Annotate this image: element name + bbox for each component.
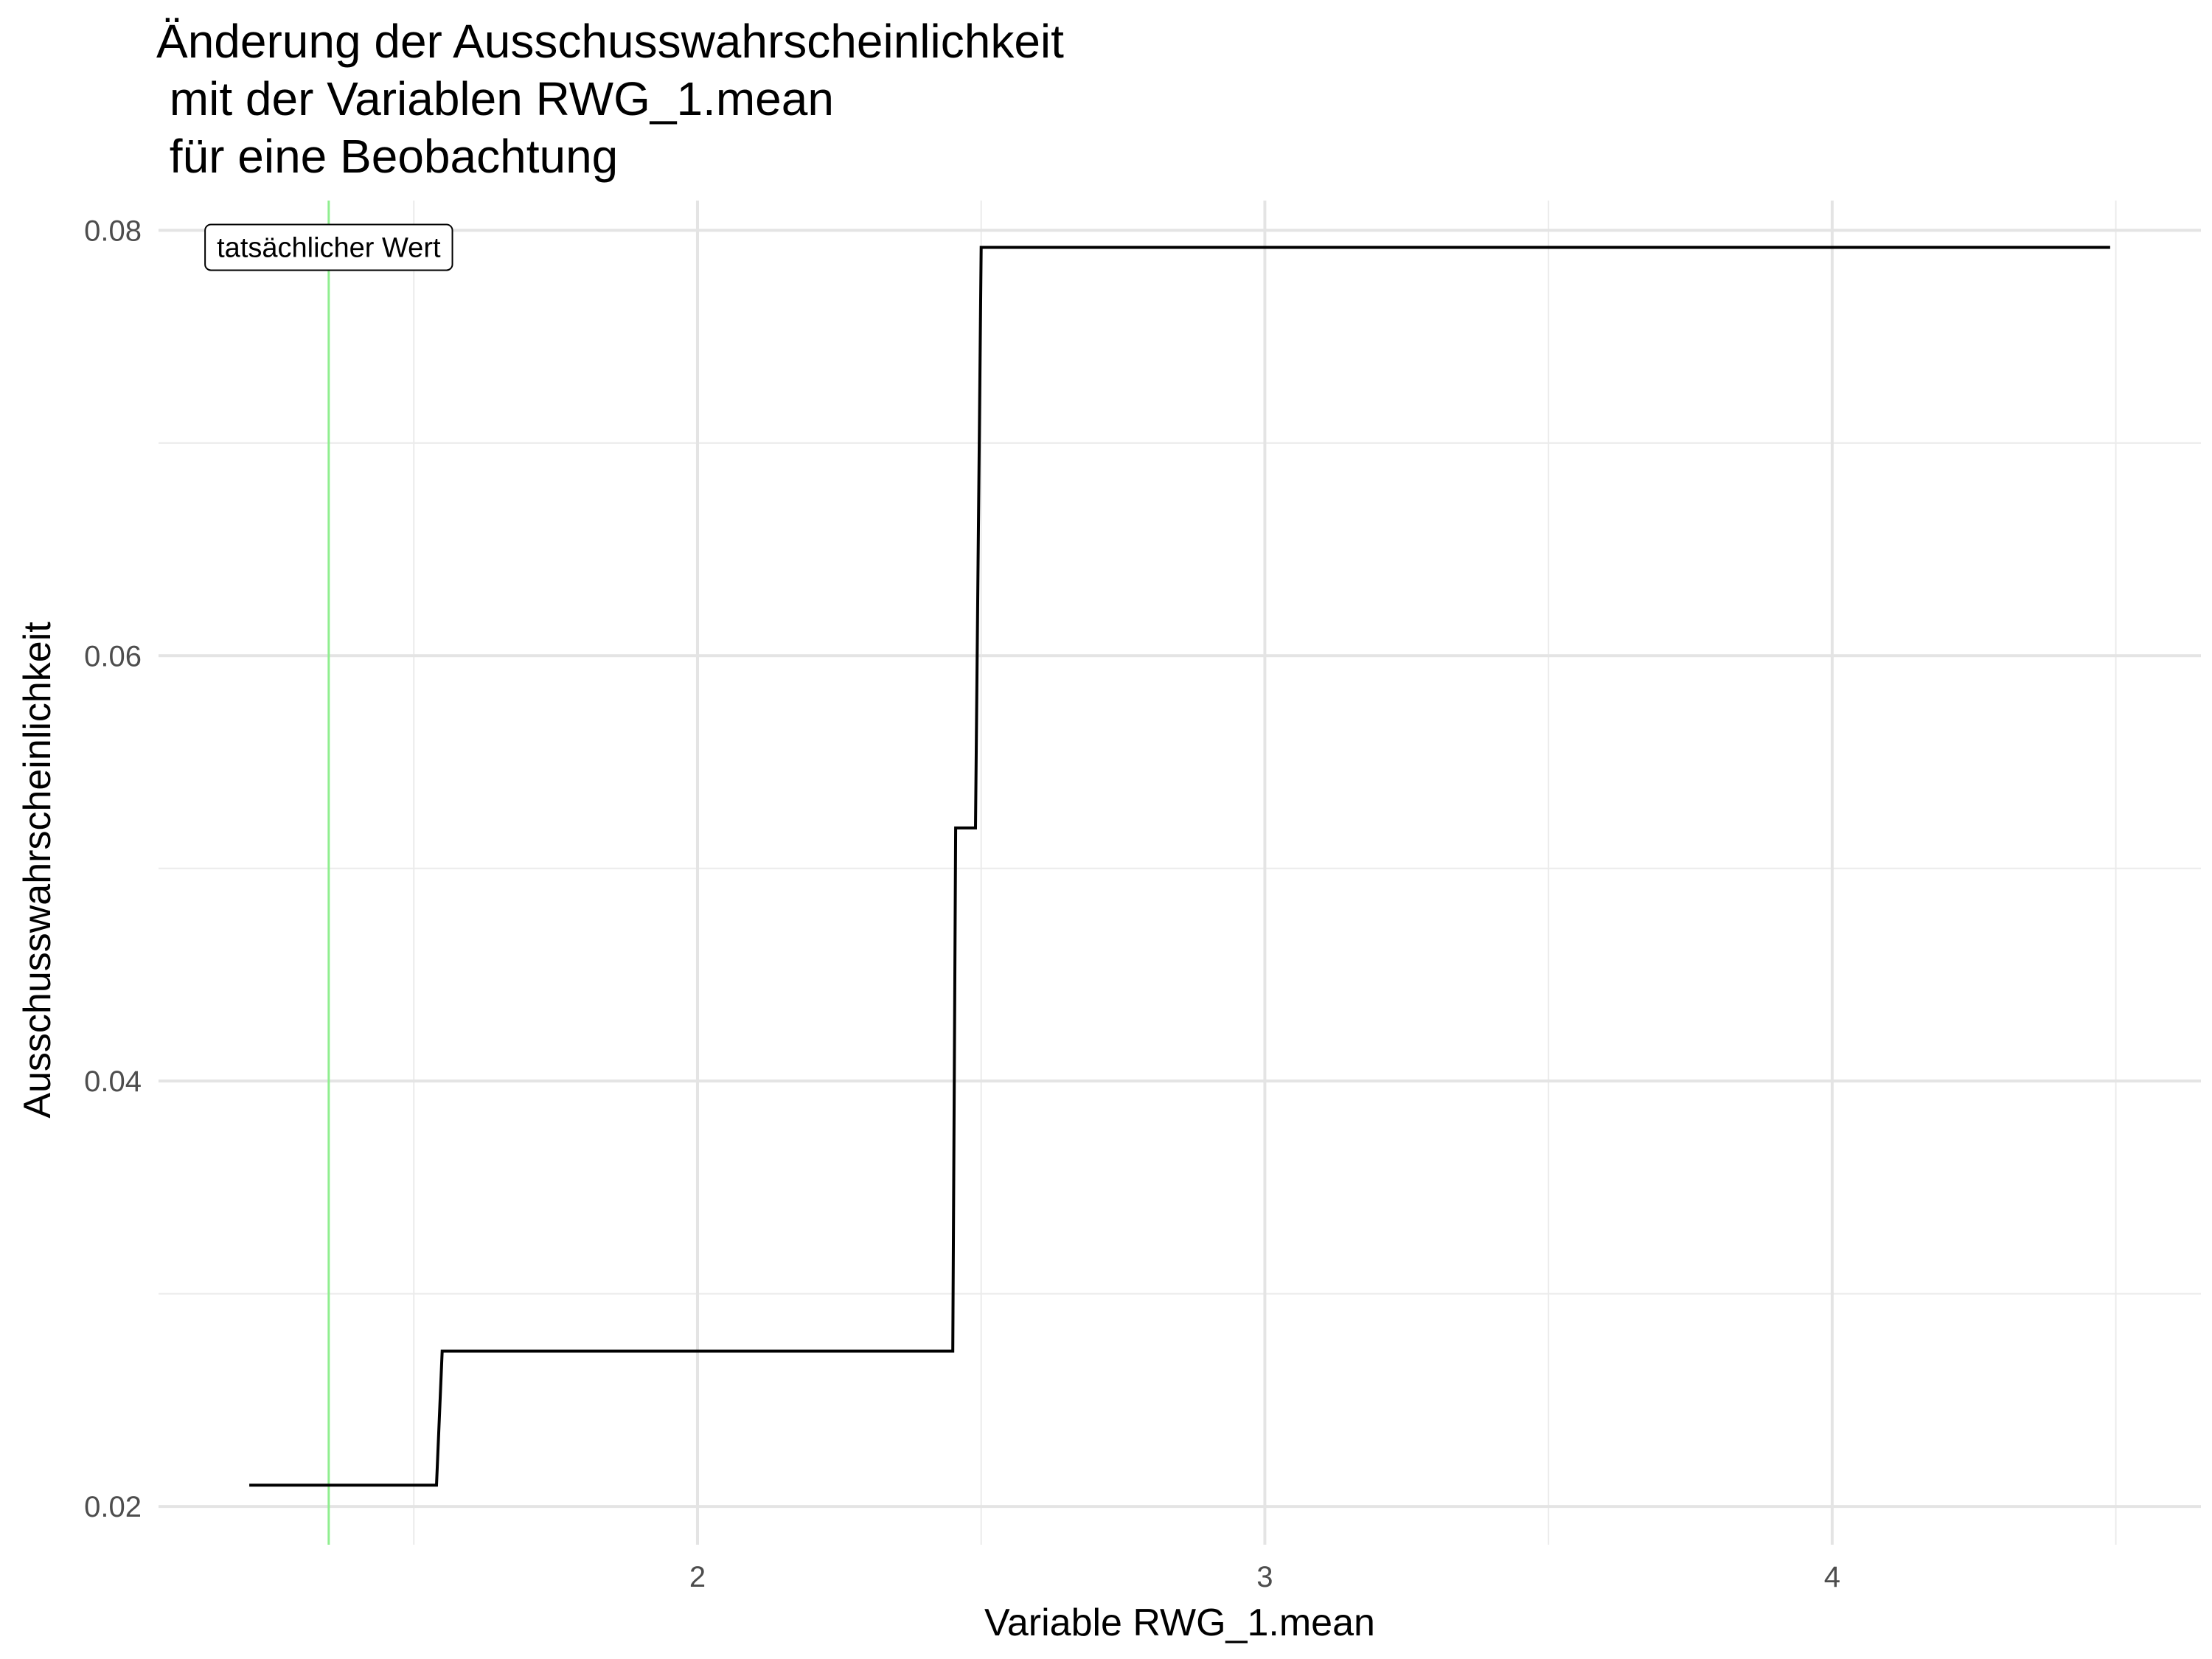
reference-annotation: tatsächlicher Wert [204, 223, 453, 271]
chart-title-line-1: Änderung der Ausschusswahrscheinlichkeit [156, 15, 1064, 68]
y-axis-ticks: 0.02 0.04 0.06 0.08 [84, 215, 142, 1523]
chart-title: Änderung der Ausschusswahrscheinlichkeit… [156, 15, 1064, 183]
y-tick-label: 0.08 [84, 215, 142, 247]
reference-annotation-label: tatsächlicher Wert [217, 232, 441, 263]
y-tick-label: 0.02 [84, 1491, 142, 1523]
x-tick-label: 3 [1256, 1561, 1273, 1593]
grid [159, 201, 2201, 1545]
chart-title-line-2: mit der Variablen RWG_1.mean [156, 72, 834, 125]
series-group [249, 246, 2110, 1487]
series-line [249, 246, 2110, 1487]
y-tick-label: 0.04 [84, 1065, 142, 1098]
y-axis-label: Ausschusswahrscheinlichkeit [16, 622, 59, 1119]
chart-title-line-3: für eine Beobachtung [156, 130, 618, 183]
reference-annotation-box [204, 223, 453, 271]
x-axis-ticks: 2 3 4 [689, 1561, 1840, 1593]
x-axis-label: Variable RWG_1.mean [984, 1601, 1375, 1644]
x-tick-label: 2 [689, 1561, 706, 1593]
y-tick-label: 0.06 [84, 640, 142, 672]
x-tick-label: 4 [1824, 1561, 1840, 1593]
